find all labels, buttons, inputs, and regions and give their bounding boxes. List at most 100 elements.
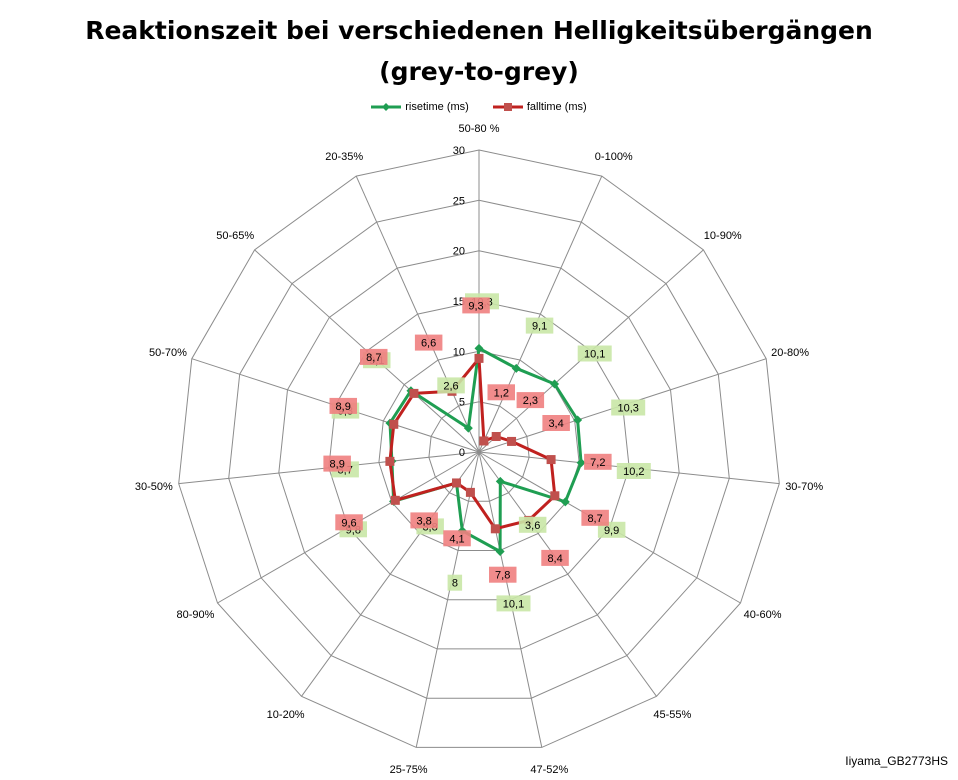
data-point-falltime <box>385 456 395 466</box>
radial-tick-label: 25 <box>453 195 465 207</box>
grid-spoke <box>478 451 657 697</box>
series-line-risetime <box>388 346 583 553</box>
grid-spoke <box>301 451 480 697</box>
data-label-bg-falltime <box>584 453 612 470</box>
data-label-falltime: 8,7 <box>587 513 602 525</box>
data-point-falltime <box>409 388 419 398</box>
data-point-falltime <box>389 419 399 429</box>
data-point-risetime <box>573 415 583 425</box>
data-label-bg-risetime <box>447 574 463 591</box>
data-label-falltime: 4,1 <box>449 533 464 545</box>
data-point-falltime <box>490 524 500 534</box>
grid-ring <box>428 401 530 502</box>
data-label-falltime: 2,3 <box>523 395 538 407</box>
data-label-falltime: 3,4 <box>548 418 563 430</box>
data-point-falltime <box>390 495 400 505</box>
data-label-bg-falltime <box>410 512 438 529</box>
data-label-falltime: 3,8 <box>416 515 431 527</box>
data-label-falltime: 1,2 <box>494 387 509 399</box>
data-label-bg-risetime <box>525 317 554 334</box>
data-label-bg-risetime <box>496 595 531 612</box>
data-label-risetime: 10,2 <box>623 466 644 478</box>
data-label-bg-falltime <box>443 530 471 547</box>
data-label-bg-falltime <box>542 415 570 431</box>
category-label: 20-80% <box>771 347 809 359</box>
data-point-risetime <box>550 379 560 389</box>
data-label-risetime: 2,6 <box>443 380 458 392</box>
chart-title-line2: (grey-to-grey) <box>379 57 579 86</box>
grid-ring <box>278 250 680 650</box>
legend-item-falltime: falltime (ms) <box>492 101 587 113</box>
data-label-bg-risetime <box>616 463 651 479</box>
grid-ring <box>178 149 780 748</box>
data-label-risetime: 10,1 <box>584 349 605 361</box>
grid-spoke <box>355 175 480 453</box>
data-label-risetime: 10,3 <box>617 403 638 415</box>
data-label-bg-falltime <box>323 455 351 472</box>
data-label-bg-falltime <box>487 384 515 401</box>
category-label: 30-50% <box>135 481 173 493</box>
chart-title: Reaktionszeit bei verschiedenen Helligke… <box>0 10 958 92</box>
data-label-risetime: 9,1 <box>532 321 547 333</box>
radial-tick-label: 30 <box>453 145 465 157</box>
grid-spoke <box>478 175 603 453</box>
data-point-risetime <box>576 458 586 468</box>
data-label-bg-falltime <box>516 392 545 409</box>
radial-tick-label: 10 <box>453 346 465 358</box>
data-label-falltime: 8,9 <box>336 401 351 413</box>
data-label-risetime: 9,9 <box>604 525 619 537</box>
category-label: 50-80 % <box>459 123 500 135</box>
category-label: 50-65% <box>216 230 254 242</box>
category-label: 0-100% <box>595 151 633 163</box>
data-label-bg-falltime <box>335 514 363 531</box>
data-label-falltime: 8,9 <box>330 459 345 471</box>
footer-model-label: Iiyama_GB2773HS <box>845 754 948 768</box>
category-label: 25-75% <box>390 764 428 776</box>
data-label-falltime: 6,6 <box>421 338 436 350</box>
legend-label-falltime: falltime (ms) <box>526 101 587 113</box>
data-label-bg-falltime <box>329 397 357 414</box>
category-label: 45-55% <box>653 709 691 721</box>
category-label: 47-52% <box>530 764 568 776</box>
data-point-risetime <box>463 423 473 433</box>
radial-tick-label: 0 <box>459 447 465 459</box>
radial-tick-label: 5 <box>459 397 465 409</box>
category-label: 50-70% <box>149 347 187 359</box>
data-label-bg-falltime <box>541 549 569 566</box>
data-point-falltime <box>550 491 560 501</box>
legend-marker-risetime <box>371 103 402 111</box>
data-label-falltime: 7,2 <box>590 457 605 469</box>
category-label: 30-70% <box>785 481 823 493</box>
chart-title-line1: Reaktionszeit bei verschiedenen Helligke… <box>85 16 873 45</box>
legend-label-risetime: risetime (ms) <box>405 101 469 113</box>
data-label-falltime: 8,4 <box>547 553 562 565</box>
data-label-bg-falltime <box>462 297 490 314</box>
data-label-bg-falltime <box>489 566 517 583</box>
radial-tick-label: 20 <box>453 246 465 258</box>
data-label-risetime: 3,6 <box>525 520 540 532</box>
data-label-risetime: 10,1 <box>503 598 524 610</box>
data-label-falltime: 8,7 <box>366 352 381 364</box>
data-point-risetime <box>495 546 505 556</box>
data-label-bg-risetime <box>577 345 612 362</box>
category-label: 10-90% <box>704 230 742 242</box>
chart-legend: risetime (ms) falltime (ms) <box>0 101 958 113</box>
data-point-falltime <box>465 487 475 497</box>
data-label-risetime: 8 <box>452 578 458 590</box>
data-label-bg-falltime <box>414 334 443 351</box>
data-point-falltime <box>491 432 501 442</box>
data-label-falltime: 9,6 <box>341 517 356 529</box>
grid-ring <box>228 199 730 699</box>
legend-marker-falltime <box>492 103 523 111</box>
data-label-bg-falltime <box>360 348 388 365</box>
data-label-bg-falltime <box>581 509 609 526</box>
data-point-risetime <box>495 476 505 486</box>
grid-spoke <box>415 451 480 748</box>
data-label-falltime: 7,8 <box>495 570 510 582</box>
data-point-falltime <box>474 353 484 363</box>
data-point-falltime <box>546 455 556 465</box>
data-point-falltime <box>507 436 517 446</box>
data-point-risetime <box>560 497 570 507</box>
data-point-risetime <box>511 363 521 373</box>
